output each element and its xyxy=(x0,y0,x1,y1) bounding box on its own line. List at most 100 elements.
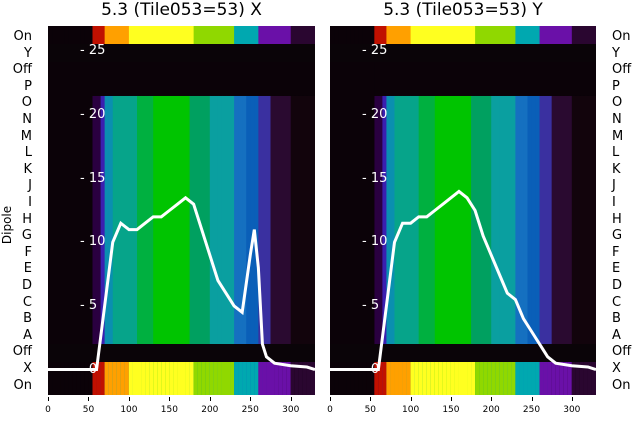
heatmap-cell xyxy=(173,26,178,44)
heatmap-cell xyxy=(124,26,130,44)
x-tick-mark xyxy=(571,397,573,401)
heatmap-cell xyxy=(298,26,304,44)
heatmap-cell xyxy=(189,26,195,44)
heatmap-cell xyxy=(515,95,520,395)
heatmap-cell xyxy=(491,26,496,44)
heatmap-cell xyxy=(563,26,569,44)
heatmap-cell xyxy=(80,362,85,395)
heatmap-cell xyxy=(567,26,573,44)
heatmap-cell xyxy=(92,362,98,395)
heatmap-cell xyxy=(583,362,589,395)
heatmap-cell xyxy=(165,26,170,44)
x-tick-mark xyxy=(88,397,90,401)
x-tick-mark xyxy=(209,397,211,401)
heatmap-cell xyxy=(294,362,300,395)
heatmap-cell xyxy=(499,362,504,395)
heatmap-cell xyxy=(128,95,134,395)
heatmap-cell xyxy=(282,362,288,395)
heatmap-cell xyxy=(334,362,339,395)
heatmap-cell xyxy=(402,95,408,395)
heatmap-cell xyxy=(330,62,375,344)
row-label-right: O xyxy=(612,95,623,111)
x-tick-label: 50 xyxy=(82,405,95,415)
heatmap-cell xyxy=(177,95,182,395)
heatmap-cell xyxy=(430,362,436,395)
row-label-right: H xyxy=(612,211,622,227)
heatmap-cell xyxy=(454,362,460,395)
heatmap-cell xyxy=(571,362,577,395)
heatmap-cell xyxy=(246,362,251,395)
heatmap-cell xyxy=(193,26,199,44)
heatmap-cell xyxy=(294,95,300,395)
heatmap-cell xyxy=(402,362,408,395)
heatmap-cell xyxy=(213,362,219,395)
heatmap-cell xyxy=(535,26,541,44)
x-tick-label: 250 xyxy=(241,405,259,415)
heatmap-cell xyxy=(475,362,480,395)
inner-y-tick-label: - 20 xyxy=(80,107,106,123)
heatmap-cell xyxy=(479,95,484,395)
heatmap-cell xyxy=(575,26,581,44)
heatmap-cell xyxy=(112,362,118,395)
heatmap-cell xyxy=(197,26,203,44)
heatmap-cell xyxy=(575,362,581,395)
x-tick-mark xyxy=(128,397,130,401)
heatmap-cell xyxy=(406,95,412,395)
overlay-series-line xyxy=(48,195,315,372)
heatmap-cell xyxy=(422,95,428,395)
heatmap-cell xyxy=(145,95,150,395)
heatmap-cell xyxy=(250,362,255,395)
heatmap-cell xyxy=(567,362,573,395)
x-tick-label: 100 xyxy=(402,405,420,415)
heatmap-svg xyxy=(48,26,315,395)
heatmap-cell xyxy=(386,26,391,44)
heatmap-cell xyxy=(579,95,585,395)
row-label-left: H xyxy=(22,211,32,227)
heatmap-cell xyxy=(149,26,154,44)
heatmap-cell xyxy=(217,26,223,44)
heatmap-cell xyxy=(386,362,391,395)
inner-y-tick-label: - 10 xyxy=(80,234,106,250)
heatmap-cell xyxy=(426,362,432,395)
heatmap-cell xyxy=(483,26,488,44)
heatmap-cell xyxy=(342,26,347,44)
heatmap-cell xyxy=(274,95,280,395)
heatmap-cell xyxy=(197,362,203,395)
heatmap-cell xyxy=(354,362,359,395)
heatmap-cell xyxy=(406,362,412,395)
heatmap-cell xyxy=(52,26,57,44)
x-tick-mark xyxy=(450,397,452,401)
heatmap-cell xyxy=(579,26,585,44)
heatmap-cell xyxy=(52,362,57,395)
heatmap-cell xyxy=(157,362,162,395)
heatmap-cell xyxy=(100,26,106,44)
heatmap-panel-x xyxy=(48,26,315,395)
heatmap-cell xyxy=(527,26,533,44)
heatmap-cell xyxy=(165,362,170,395)
heatmap-cell xyxy=(96,26,102,44)
x-tick-label: 150 xyxy=(160,405,178,415)
heatmap-cell xyxy=(467,95,472,395)
row-label-left: A xyxy=(23,327,32,343)
heatmap-cell xyxy=(591,362,596,395)
heatmap-cell xyxy=(475,26,480,44)
row-label-left: N xyxy=(22,112,32,127)
heatmap-cell xyxy=(547,362,553,395)
heatmap-cell xyxy=(262,362,267,395)
heatmap-cell xyxy=(527,362,533,395)
x-tick-mark xyxy=(491,397,493,401)
heatmap-cell xyxy=(350,362,355,395)
heatmap-cell xyxy=(270,95,276,395)
heatmap-cell xyxy=(112,95,118,395)
heatmap-cell xyxy=(330,26,335,44)
heatmap-cell xyxy=(128,26,134,44)
heatmap-cell xyxy=(402,26,408,44)
row-label-left: X xyxy=(23,361,32,376)
heatmap-cell xyxy=(141,95,146,395)
heatmap-cell xyxy=(124,362,130,395)
inner-y-tick-label: - 25 xyxy=(80,43,106,59)
heatmap-cell xyxy=(213,26,219,44)
heatmap-cell xyxy=(358,362,363,395)
x-tick-mark xyxy=(410,397,412,401)
heatmap-cell xyxy=(487,95,492,395)
